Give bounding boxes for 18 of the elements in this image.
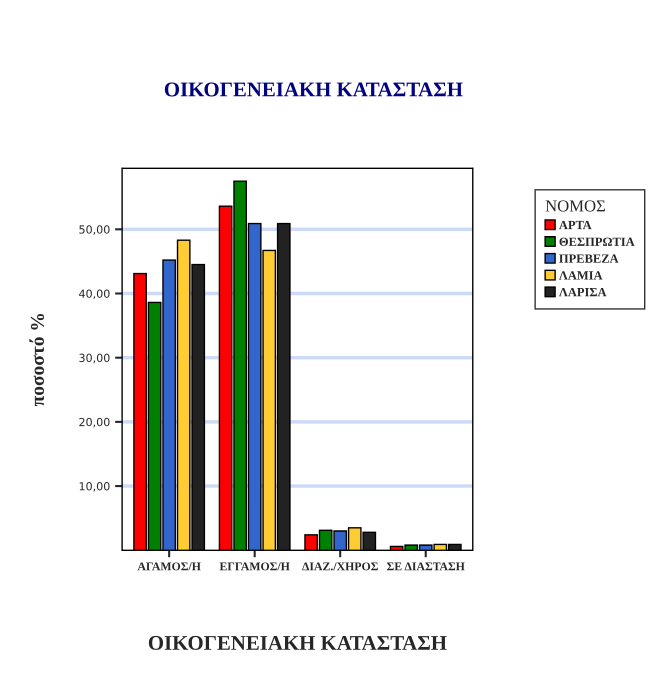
y-tick-label: 40,00 bbox=[79, 289, 110, 300]
legend-title: ΝΟΜΟΣ bbox=[546, 200, 605, 212]
y-axis-title: ποσοστό % bbox=[29, 314, 44, 406]
legend-label: ΛΑΜΙΑ bbox=[558, 271, 602, 280]
y-tick-label: 30,00 bbox=[79, 354, 110, 364]
x-tick-label: ΔΙΑΖ./ΧΗΡΟΣ bbox=[302, 562, 378, 570]
chart-title: ΟΙΚΟΓΕΝΕΙΑΚΗ ΚΑΤΑΣΤΑΣΗ bbox=[164, 82, 463, 96]
y-tick-label: 20,00 bbox=[79, 418, 110, 428]
legend-label: ΛΑΡΙΣΑ bbox=[558, 288, 606, 296]
x-axis-title: ΟΙΚΟΓΕΝΕΙΑΚΗ ΚΑΤΑΣΤΑΣΗ bbox=[148, 636, 447, 650]
y-tick-label: 10,00 bbox=[80, 482, 110, 492]
legend-label: ΘΕΣΠΡΩΤΙΑ bbox=[559, 238, 635, 246]
x-tick-label: ΕΓΓΑΜΟΣ/Η bbox=[220, 562, 290, 570]
x-tick-label: ΑΓΑΜΟΣ/Η bbox=[138, 562, 201, 570]
legend-label: ΑΡΤΑ bbox=[559, 220, 592, 230]
x-tick-label: ΣΕ ΔΙΑΣΤΑΣΗ bbox=[386, 562, 465, 570]
y-tick-label: 50,00 bbox=[79, 225, 110, 235]
legend-label: ΠΡΕΒΕΖΑ bbox=[559, 254, 619, 263]
